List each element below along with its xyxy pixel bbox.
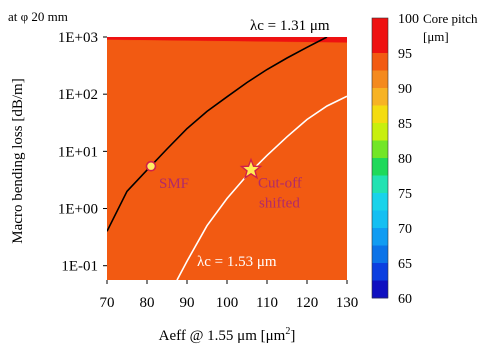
colorbar-swatch — [372, 158, 388, 176]
colorbar-tick-label: 85 — [398, 117, 412, 132]
x-tick-label: 70 — [100, 295, 115, 311]
colorbar-swatch — [372, 245, 388, 264]
colorbar-swatch — [372, 18, 388, 54]
colorbar-tick-label: 90 — [398, 82, 412, 97]
colorbar-title: Core pitch — [423, 11, 478, 26]
marker-cutoff-star — [239, 157, 263, 180]
y-tick-label: 1E-01 — [61, 259, 98, 275]
marker-smf-label: SMF — [159, 176, 189, 192]
colorbar-tick-label: 70 — [398, 222, 412, 237]
cutoff-label-2: λc = 1.53 μm — [197, 254, 277, 270]
y-tick-label: 1E+00 — [58, 202, 98, 218]
colorbar-swatch — [372, 263, 388, 281]
colorbar: 100 95 90 85 80 75 70 65 60 Core pitch [μm] — [371, 11, 478, 307]
colorbar-tick-label: 80 — [398, 152, 412, 167]
contour-band-92-5 — [107, 39, 347, 280]
axes: 70 80 90 100 110 120 130 1E-01 1E+00 1E+01 1E+02 1E… — [58, 30, 358, 311]
y-axis-label: Macro bending loss [dB/m] — [10, 78, 26, 243]
colorbar-tick-label: 60 — [398, 292, 412, 307]
colorbar-swatch — [372, 88, 388, 106]
colorbar-swatch — [372, 53, 388, 71]
cutoff-curve-2 — [176, 95, 347, 280]
x-tick-label: 80 — [140, 295, 155, 311]
x-axis-label: Aeff @ 1.55 μm [μm2] — [159, 326, 296, 344]
plot-area — [107, 37, 347, 280]
y-tick-label: 1E+03 — [58, 30, 98, 46]
colorbar-swatch — [372, 175, 388, 194]
cutoff-curve-1 — [107, 37, 328, 232]
colorbar-tick-label: 65 — [398, 257, 412, 272]
colorbar-tick-label: 95 — [398, 47, 412, 62]
colorbar-tick-label: 100 — [398, 12, 419, 27]
colorbar-swatch — [372, 105, 388, 124]
cutoff-label-1: λc = 1.31 μm — [250, 18, 330, 34]
colorbar-swatch — [372, 228, 388, 246]
x-tick-label: 130 — [336, 295, 359, 311]
chart-note: at φ 20 mm — [8, 9, 68, 24]
colorbar-unit: [μm] — [423, 29, 449, 44]
colorbar-frame — [371, 17, 389, 299]
x-tick-label: 90 — [180, 295, 195, 311]
colorbar-swatch — [372, 70, 388, 89]
x-tick-label: 120 — [296, 295, 319, 311]
x-tick-label: 110 — [256, 295, 278, 311]
colorbar-tick-label: 75 — [398, 187, 412, 202]
markers: λc = 1.31 μm λc = 1.53 μm SMF Cut-off shifte… — [145, 18, 330, 270]
marker-smf — [145, 160, 157, 172]
y-tick-label: 1E+01 — [58, 144, 98, 160]
colorbar-swatch — [372, 123, 388, 141]
colorbar-swatch — [372, 140, 388, 159]
marker-cutoff-label-2: shifted — [259, 196, 300, 212]
cutoff-curves — [107, 37, 347, 280]
y-tick-label: 1E+02 — [58, 87, 98, 103]
marker-cutoff-label: Cut-off — [258, 176, 302, 192]
colorbar-swatch — [372, 193, 388, 211]
colorbar-swatch — [372, 280, 388, 299]
x-tick-label: 100 — [216, 295, 239, 311]
colorbar-swatch — [372, 210, 388, 229]
